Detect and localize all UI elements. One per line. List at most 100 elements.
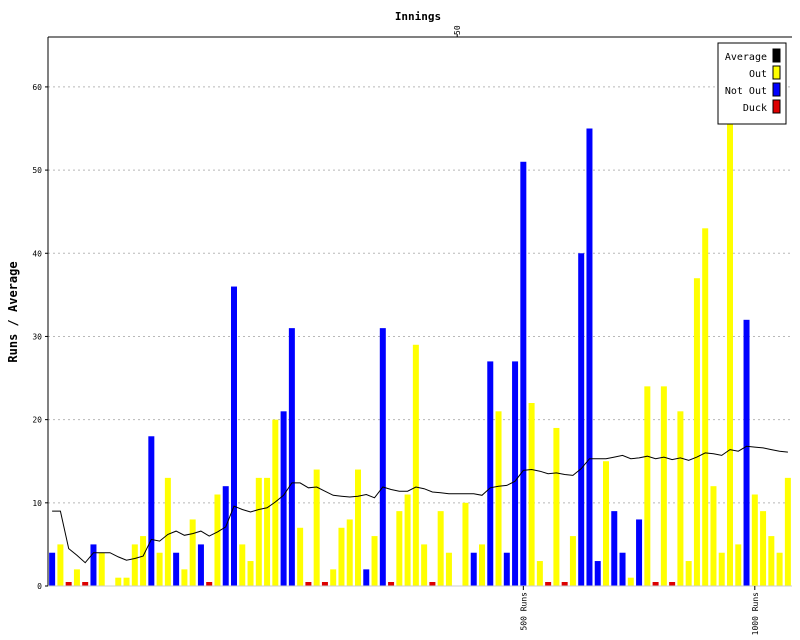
- top-tick-label: 50: [453, 25, 462, 35]
- not-out-bar: [578, 253, 585, 587]
- duck-marker: [206, 582, 213, 586]
- not-out-bar: [636, 519, 643, 586]
- out-bar: [677, 411, 684, 586]
- not-out-bar: [280, 411, 287, 586]
- out-bar: [462, 502, 469, 586]
- not-out-bar: [503, 552, 510, 586]
- out-bar: [239, 544, 246, 586]
- not-out-bar: [173, 552, 180, 586]
- not-out-bar: [363, 569, 370, 586]
- average-line-group: [52, 445, 788, 564]
- y-tick-label: 20: [32, 416, 42, 425]
- not-out-bar: [197, 544, 204, 586]
- out-bar: [164, 477, 171, 586]
- out-bar: [603, 461, 609, 586]
- legend: Average Out Not Out Duck: [717, 42, 787, 125]
- out-bar: [156, 552, 163, 586]
- out-bar: [718, 552, 725, 586]
- out-bar: [536, 561, 543, 586]
- out-bar: [338, 527, 345, 586]
- y-tick-label: 30: [32, 332, 42, 341]
- chart-title: Innings: [395, 10, 441, 23]
- out-bar: [445, 552, 452, 586]
- legend-label: Not Out: [725, 86, 767, 97]
- out-bar: [727, 103, 733, 586]
- duck-marker: [321, 582, 328, 586]
- out-bar: [760, 511, 767, 586]
- not-out-bar: [520, 161, 527, 587]
- duck-marker: [388, 582, 395, 586]
- out-bar: [247, 561, 254, 586]
- out-bar: [569, 536, 576, 586]
- bars-group: [49, 103, 791, 587]
- out-bar: [313, 469, 320, 586]
- out-bar: [693, 278, 700, 586]
- not-out-bar: [586, 128, 593, 586]
- average-line: [52, 445, 788, 564]
- out-bar: [404, 494, 411, 586]
- out-bar: [776, 552, 783, 586]
- out-bar: [140, 536, 147, 586]
- out-bar: [710, 486, 717, 586]
- out-bar: [644, 386, 651, 586]
- out-bar: [115, 577, 122, 586]
- y-tick-label: 40: [32, 249, 42, 258]
- out-bar: [264, 477, 271, 586]
- duck-marker: [429, 582, 436, 586]
- not-out-bar: [49, 552, 56, 586]
- not-out-bar: [619, 552, 626, 586]
- not-out-bar: [743, 319, 750, 586]
- legend-label: Duck: [743, 103, 767, 114]
- duck-marker: [669, 582, 676, 586]
- legend-label: Out: [749, 69, 767, 80]
- out-bar: [528, 403, 535, 586]
- out-bar: [702, 228, 709, 586]
- legend-swatch: [772, 48, 781, 63]
- out-bar: [751, 494, 758, 586]
- y-tick-label: 10: [32, 499, 42, 508]
- not-out-bar: [611, 511, 618, 586]
- out-bar: [479, 544, 485, 586]
- axes: 0 10 20 30 40 50 60 50 500 Runs 1000 Runs: [32, 25, 792, 635]
- y-axis-title: Runs / Average: [6, 261, 20, 362]
- not-out-bar: [379, 328, 386, 586]
- runs-marker-label: 500 Runs: [519, 592, 528, 631]
- out-bar: [57, 544, 64, 586]
- out-bar: [371, 536, 378, 586]
- out-bar: [131, 544, 138, 586]
- out-bar: [297, 527, 304, 586]
- out-bar: [553, 427, 560, 586]
- y-tick-label: 60: [32, 83, 42, 92]
- legend-swatch: [772, 82, 781, 97]
- legend-swatch: [772, 99, 781, 114]
- y-tick-label: 50: [32, 166, 42, 175]
- out-bar: [181, 569, 188, 586]
- out-bar: [255, 477, 262, 586]
- out-bar: [98, 552, 105, 586]
- not-out-bar: [148, 436, 155, 586]
- gridlines: [48, 86, 792, 504]
- legend-swatch: [772, 65, 781, 80]
- runs-marker-label: 1000 Runs: [751, 592, 760, 636]
- not-out-bar: [231, 286, 237, 586]
- duck-marker: [305, 582, 312, 586]
- not-out-bar: [288, 328, 295, 586]
- out-bar: [396, 511, 403, 586]
- not-out-bar: [222, 486, 229, 586]
- out-bar: [355, 469, 361, 586]
- out-bar: [421, 544, 428, 586]
- out-bar: [272, 419, 279, 586]
- out-bar: [189, 519, 196, 586]
- out-bar: [437, 511, 444, 586]
- out-bar: [346, 519, 353, 586]
- out-bar: [495, 411, 502, 586]
- not-out-bar: [512, 361, 519, 586]
- duck-marker: [65, 582, 72, 586]
- out-bar: [685, 561, 692, 586]
- duck-marker: [561, 582, 568, 586]
- out-bar: [784, 477, 791, 586]
- duck-marker: [652, 582, 659, 586]
- out-bar: [73, 569, 80, 586]
- not-out-bar: [90, 544, 97, 586]
- out-bar: [660, 386, 667, 586]
